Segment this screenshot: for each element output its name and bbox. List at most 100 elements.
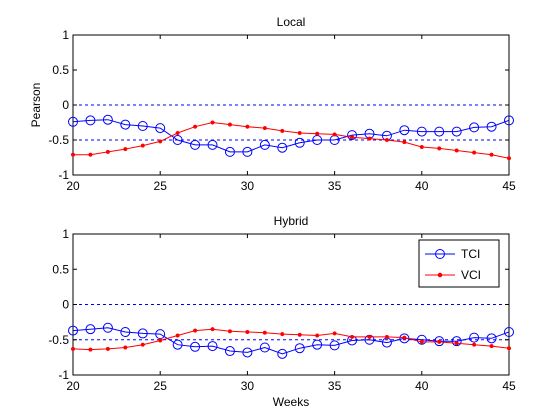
data-point-tci bbox=[277, 142, 288, 153]
x-tick-label: 35 bbox=[328, 379, 342, 393]
data-point-tci bbox=[155, 123, 166, 134]
data-point-tci bbox=[102, 322, 113, 333]
data-point-vci bbox=[315, 131, 320, 136]
x-tick-label: 30 bbox=[241, 379, 255, 393]
x-tick-label: 30 bbox=[241, 179, 255, 193]
data-point-tci bbox=[312, 339, 323, 350]
local-panel: 20 25 30 35 40 45 -1 -0.5 0 0.5 1 Local Pearson bbox=[29, 15, 516, 193]
data-point-vci bbox=[506, 346, 512, 351]
data-point-tci bbox=[224, 346, 235, 357]
y-tick-label: -1 bbox=[58, 168, 69, 182]
data-point-vci bbox=[419, 144, 424, 150]
hybrid-panel: 20 25 30 35 40 45 -1 -0.5 0 0.5 1 Hybrid Weeks TCI VCI bbox=[48, 214, 516, 409]
data-point-tci bbox=[259, 342, 270, 353]
data-point-vci bbox=[210, 327, 215, 332]
data-point-tci bbox=[294, 137, 305, 148]
y-tick-label: -1 bbox=[58, 368, 69, 382]
data-point-vci bbox=[70, 346, 76, 351]
data-point-vci bbox=[506, 156, 512, 161]
data-point-vci bbox=[332, 132, 337, 137]
x-tick-label: 25 bbox=[154, 179, 168, 193]
data-point-vci bbox=[88, 347, 93, 352]
data-point-vci bbox=[297, 332, 302, 337]
legend-label-tci: TCI bbox=[461, 247, 480, 261]
data-point-tci bbox=[259, 139, 270, 150]
x-tick-label: 45 bbox=[502, 179, 516, 193]
data-point-vci bbox=[402, 140, 407, 145]
x-tick-label: 20 bbox=[66, 179, 80, 193]
data-point-tci bbox=[207, 139, 218, 150]
data-point-vci bbox=[419, 339, 424, 344]
data-point-tci bbox=[172, 135, 183, 145]
series-line-vci bbox=[72, 328, 510, 351]
data-point-tci bbox=[486, 121, 497, 132]
data-point-vci bbox=[489, 344, 494, 349]
data-point-tci bbox=[399, 125, 410, 136]
y-tick-label: 1 bbox=[62, 227, 69, 241]
data-point-vci bbox=[280, 332, 285, 337]
data-point-tci bbox=[68, 325, 78, 336]
data-point-tci bbox=[504, 326, 514, 337]
data-point-vci bbox=[158, 338, 163, 343]
data-point-vci bbox=[402, 335, 407, 340]
legend: TCI VCI bbox=[418, 239, 500, 288]
x-tick-label: 40 bbox=[415, 179, 429, 193]
data-point-tci bbox=[137, 328, 148, 339]
data-point-tci bbox=[469, 332, 480, 343]
data-point-vci bbox=[245, 124, 250, 129]
data-point-vci bbox=[280, 128, 285, 133]
data-point-vci bbox=[140, 143, 145, 148]
data-point-vci bbox=[297, 130, 302, 136]
y-tick-label: -0.5 bbox=[48, 133, 69, 147]
data-point-vci bbox=[384, 334, 389, 339]
x-tick-label: 35 bbox=[328, 179, 342, 193]
data-point-tci bbox=[137, 121, 148, 131]
series-line-tci bbox=[72, 119, 510, 153]
data-point-vci bbox=[140, 342, 145, 347]
data-point-vci bbox=[315, 333, 320, 338]
data-point-vci bbox=[175, 130, 180, 136]
data-point-vci bbox=[227, 122, 233, 127]
data-point-vci bbox=[70, 152, 76, 157]
data-point-vci bbox=[472, 150, 477, 155]
data-point-vci bbox=[227, 329, 233, 334]
chart-title: Hybrid bbox=[274, 214, 309, 228]
data-point-tci bbox=[434, 126, 445, 137]
data-point-vci bbox=[332, 331, 337, 336]
data-point-tci bbox=[347, 130, 358, 141]
data-point-vci bbox=[175, 333, 180, 338]
data-point-tci bbox=[416, 334, 427, 345]
data-point-vci bbox=[437, 146, 442, 151]
y-axis-label: Pearson bbox=[29, 83, 43, 128]
data-point-tci bbox=[190, 341, 201, 352]
legend-box bbox=[418, 239, 500, 288]
data-point-tci bbox=[469, 122, 480, 133]
legend-marker-vci bbox=[437, 272, 443, 278]
data-point-tci bbox=[102, 114, 113, 125]
data-point-vci bbox=[454, 148, 459, 153]
data-point-vci bbox=[384, 137, 389, 143]
data-point-vci bbox=[367, 334, 372, 339]
data-point-tci bbox=[416, 126, 427, 137]
x-tick-label: 40 bbox=[415, 379, 429, 393]
data-point-vci bbox=[88, 152, 93, 157]
y-tick-label: 0 bbox=[62, 298, 69, 312]
data-point-tci bbox=[451, 126, 462, 137]
data-point-tci bbox=[85, 115, 96, 126]
data-point-tci bbox=[451, 336, 462, 347]
data-point-vci bbox=[245, 329, 250, 335]
series-line-vci bbox=[73, 121, 510, 159]
series-line-tci bbox=[72, 327, 510, 355]
data-point-tci bbox=[277, 348, 288, 359]
y-tick-label: -0.5 bbox=[48, 333, 69, 347]
data-point-vci bbox=[193, 124, 198, 129]
data-point-tci bbox=[68, 116, 78, 127]
y-tick-label: 1 bbox=[62, 28, 69, 42]
x-tick-label: 45 bbox=[502, 379, 516, 393]
data-point-vci bbox=[210, 120, 215, 125]
legend-label-vci: VCI bbox=[461, 268, 481, 282]
x-axis-label: Weeks bbox=[273, 395, 309, 409]
legend-marker-tci bbox=[435, 249, 445, 259]
data-point-vci bbox=[105, 149, 110, 154]
